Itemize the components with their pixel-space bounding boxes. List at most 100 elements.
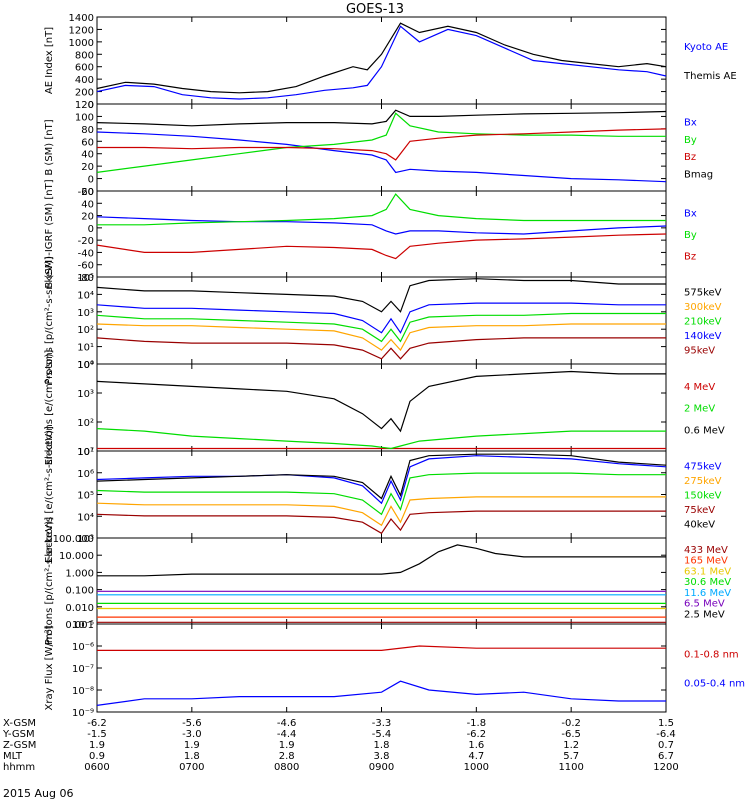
y-tick-label: 10⁻⁸ xyxy=(72,686,94,697)
ephemeris-value: 1.2 xyxy=(563,740,579,751)
y-axis-label: Xray Flux [W/m²] xyxy=(44,625,55,710)
series-line-themis-ae xyxy=(96,22,667,94)
legend-entry: 150keV xyxy=(684,491,722,502)
ephemeris-value: 1.8 xyxy=(184,751,200,762)
y-tick-label: 10⁷ xyxy=(77,447,94,458)
legend-entry: 40keV xyxy=(684,520,715,531)
y-tick-label: 60 xyxy=(81,187,94,198)
ephemeris-row-label: Z-GSM xyxy=(3,740,36,751)
ephemeris-row-label: MLT xyxy=(3,751,23,762)
series-line-bz xyxy=(96,233,667,260)
y-tick-label: 0 xyxy=(88,175,94,186)
y-tick-label: 10⁻⁶ xyxy=(72,642,94,653)
y-tick-label: 1200 xyxy=(69,25,94,36)
y-tick-label: 0.010 xyxy=(65,603,94,614)
y-tick-label: 10⁴ xyxy=(77,360,94,371)
y-tick-label: 10.000 xyxy=(59,551,94,562)
legend-entry: Bmag xyxy=(684,170,713,181)
ephemeris-value: 0800 xyxy=(274,762,299,773)
ephemeris-value: 3.8 xyxy=(374,751,390,762)
y-tick-label: 1.000 xyxy=(65,568,94,579)
ephemeris-value: -5.4 xyxy=(372,729,392,740)
figure-title: GOES-13 xyxy=(346,2,404,17)
y-tick-label: 10⁵ xyxy=(77,491,94,502)
series-line-by xyxy=(96,112,666,173)
y-tick-label: 0.100 xyxy=(65,586,94,597)
y-tick-label: 10⁻⁹ xyxy=(72,708,94,719)
y-tick-label: 10⁻⁵ xyxy=(72,620,94,631)
series-line-275kev xyxy=(96,496,666,527)
y-tick-label: 100 xyxy=(75,112,94,123)
y-tick-label: 10⁰ xyxy=(77,360,94,371)
ephemeris-value: -4.4 xyxy=(277,729,297,740)
y-tick-label: 0 xyxy=(88,100,94,111)
y-tick-label: 400 xyxy=(75,75,94,86)
y-tick-label: 40 xyxy=(81,199,94,210)
y-axis-label: B (SM)-IGRF (SM) [nT] xyxy=(44,179,55,288)
panel-frame xyxy=(96,363,667,452)
legend-entry: Bx xyxy=(684,209,697,220)
panel-frame xyxy=(96,16,667,105)
series-line-575kev xyxy=(96,278,666,313)
y-tick-label: 800 xyxy=(75,50,94,61)
series-line-210kev xyxy=(96,312,666,343)
series-line-0-1-0-8-nm xyxy=(97,645,666,652)
series-line-kyoto-ae xyxy=(96,25,667,100)
y-tick-label: 60 xyxy=(81,137,94,148)
ephemeris-value: -6.2 xyxy=(87,718,107,729)
legend-entry: 30.6 MeV xyxy=(684,577,731,588)
legend-entry: 0.6 MeV xyxy=(684,425,725,436)
legend-entry: 2.5 MeV xyxy=(684,609,725,620)
x-axis-group: X-GSM -6.2 -5.6 -4.6 -3.3 -1.8 -0.2 1.5 Y-GSM -1.… xyxy=(2,718,679,773)
y-axis-label: AE Index [nT] xyxy=(44,27,55,94)
series-line-bmag xyxy=(96,109,667,127)
series-line-95kev xyxy=(96,337,666,360)
y-tick-label: 0.001 xyxy=(65,620,94,631)
ephemeris-row-label: hhmm xyxy=(3,762,35,773)
ephemeris-value: -0.2 xyxy=(561,718,581,729)
ephemeris-value: -4.6 xyxy=(277,718,297,729)
ephemeris-value: 1.8 xyxy=(374,740,390,751)
ephemeris-value: 0.9 xyxy=(89,751,105,762)
y-tick-label: 100.000 xyxy=(53,534,94,545)
legend-entry: Bx xyxy=(684,117,697,128)
panel-protons_mev: 10⁰ 10¹ 10² 10³ 10⁴ 10⁵ Protons [p/(cm²-s-sr-k… xyxy=(44,256,722,384)
y-axis-label: Protons [p/(cm²-s-sr-keV)] xyxy=(44,256,55,384)
legend-entry: 0.05-0.4 nm xyxy=(684,679,745,690)
ephemeris-value: 4.7 xyxy=(468,751,484,762)
series-line-140kev xyxy=(96,302,666,334)
series-line-bx xyxy=(96,131,667,183)
panel-frame xyxy=(96,190,667,278)
y-tick-label: 80 xyxy=(81,125,94,136)
panel-frame xyxy=(96,276,667,365)
ephemeris-value: 1.9 xyxy=(89,740,105,751)
ephemeris-value: -5.6 xyxy=(182,718,202,729)
legend-entry: 4 MeV xyxy=(684,382,715,393)
legend-entry: Themis AE xyxy=(683,71,737,82)
panel-frame xyxy=(96,103,667,192)
series-line-75kev xyxy=(96,510,666,535)
y-tick-label: 1000 xyxy=(69,38,94,49)
y-tick-label: 10⁴ xyxy=(77,512,94,523)
ephemeris-value: -1.8 xyxy=(467,718,487,729)
y-tick-label: 40 xyxy=(81,150,94,161)
series-line-2-mev xyxy=(96,428,666,450)
ephemeris-value: -6.2 xyxy=(467,729,487,740)
y-tick-label: -40 xyxy=(78,248,94,259)
ephemeris-value: 1100 xyxy=(558,762,583,773)
legend-entry: 63.1 MeV xyxy=(684,566,731,577)
y-tick-label: 10¹ xyxy=(77,343,94,354)
y-tick-label: 20 xyxy=(81,162,94,173)
y-tick-label: 10¹ xyxy=(77,447,94,458)
series-line-40kev xyxy=(96,453,667,500)
y-tick-label: 10⁴ xyxy=(77,290,94,301)
legend-entry: 165 MeV xyxy=(684,556,728,567)
ephemeris-value: -3.0 xyxy=(182,729,202,740)
ephemeris-value: 5.7 xyxy=(563,751,579,762)
panel-electrons_mev: 10¹ 10² 10³ 10⁴ Electrons [e/(cm²-s-sr)] 4 Me… xyxy=(44,350,725,466)
y-tick-label: 10² xyxy=(77,418,94,429)
series-line-0-05-0-4-nm xyxy=(96,680,666,706)
series-line-300kev xyxy=(96,323,666,352)
